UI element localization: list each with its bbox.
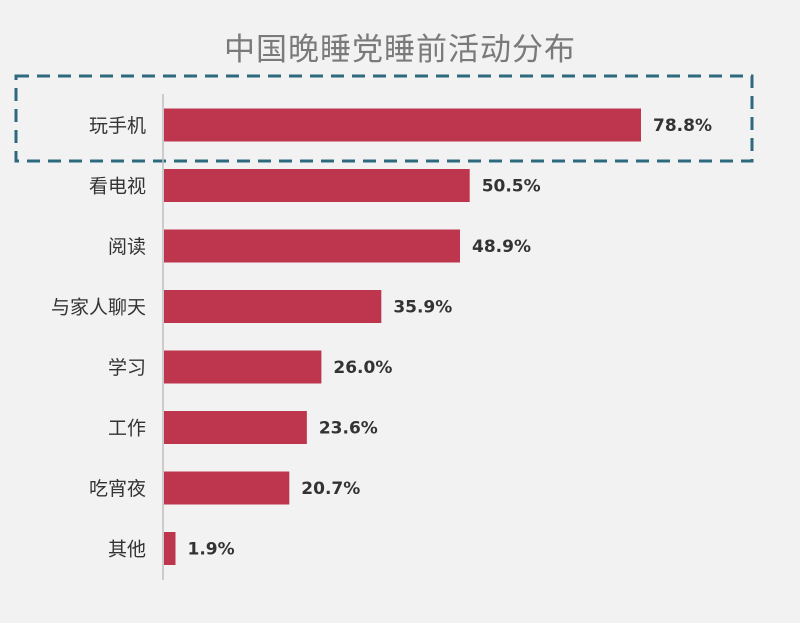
- bar-0: [164, 108, 641, 142]
- bar-6: [164, 471, 290, 505]
- bars-group: 玩手机 78.8% 看电视 50.5% 阅读 48.9% 与家人聊天 35.9% 学习 26.0%…: [51, 108, 712, 565]
- value-label: 78.8%: [653, 116, 712, 136]
- bar-5: [164, 411, 307, 444]
- category-label: 看电视: [89, 176, 146, 198]
- value-label: 50.5%: [482, 177, 541, 197]
- category-label: 与家人聊天: [51, 297, 146, 319]
- highlight-box: [14, 74, 754, 163]
- category-label: 吃宵夜: [89, 478, 146, 500]
- chart-title: 中国晚睡党睡前活动分布: [224, 32, 576, 68]
- bar-4: [164, 350, 322, 384]
- bar-7: [164, 532, 176, 565]
- value-label: 23.6%: [319, 419, 378, 439]
- category-label: 工作: [108, 418, 146, 440]
- value-label: 26.0%: [333, 358, 392, 378]
- category-label: 其他: [108, 539, 146, 561]
- bar-3: [164, 290, 382, 323]
- value-label: 48.9%: [472, 237, 531, 257]
- bar-2: [164, 229, 461, 263]
- category-label: 学习: [108, 357, 146, 379]
- value-label: 35.9%: [393, 298, 452, 318]
- category-label: 阅读: [108, 236, 146, 258]
- bar-1: [164, 169, 470, 202]
- value-label: 20.7%: [301, 479, 360, 499]
- value-label: 1.9%: [188, 540, 235, 560]
- category-label: 玩手机: [89, 115, 146, 137]
